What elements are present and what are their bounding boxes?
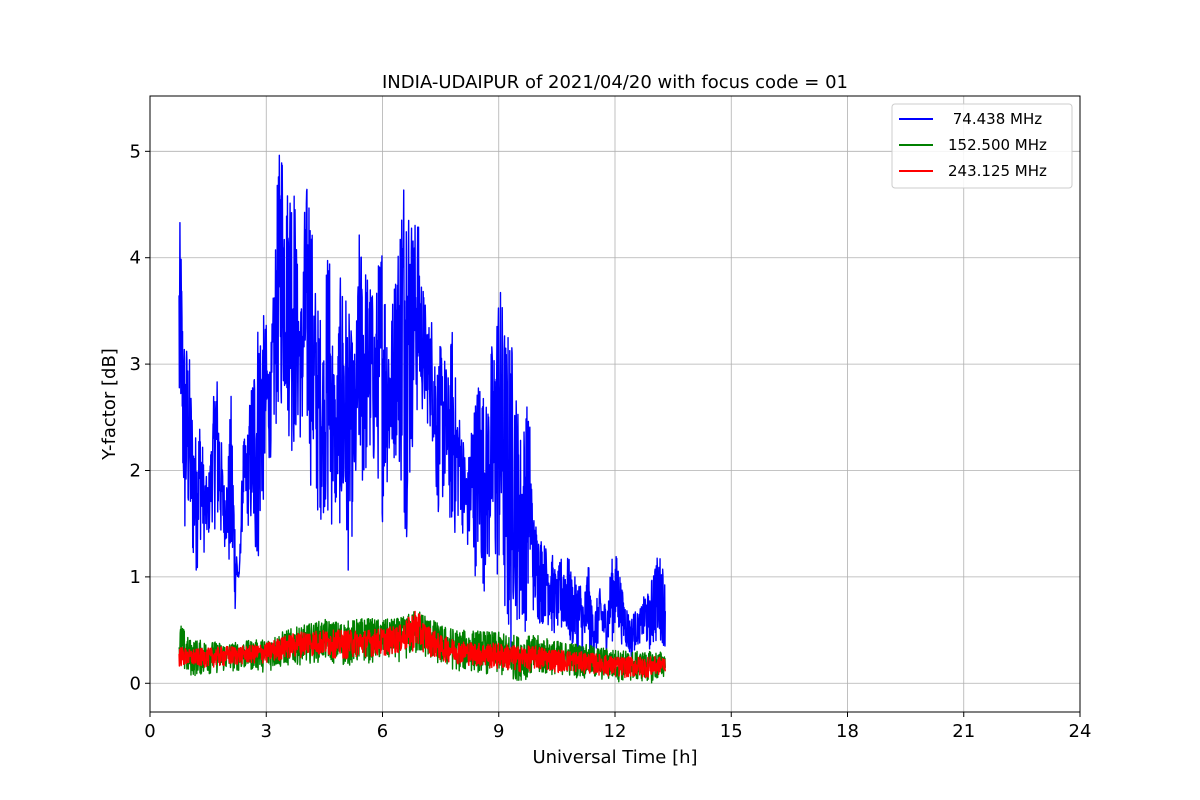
x-axis-label: Universal Time [h]: [532, 747, 697, 768]
x-tick-label: 15: [720, 721, 743, 742]
y-tick-label: 5: [130, 141, 141, 162]
y-tick-label: 3: [130, 354, 141, 375]
legend: 74.438 MHz 152.500 MHz 243.125 MHz: [891, 103, 1073, 189]
plot-area: [178, 154, 666, 684]
y-tick-label: 1: [130, 567, 141, 588]
legend-box: [891, 103, 1073, 189]
x-tick-label: 18: [836, 721, 859, 742]
legend-label: 152.500 MHz: [948, 136, 1047, 154]
chart-title: INDIA-UDAIPUR of 2021/04/20 with focus c…: [382, 72, 848, 93]
series-line-2: [178, 610, 666, 679]
x-tick-label: 0: [144, 721, 155, 742]
y-tick-label: 0: [130, 673, 141, 694]
y-tick-label: 4: [130, 248, 141, 269]
x-tick-label: 3: [261, 721, 272, 742]
x-tick-label: 9: [493, 721, 504, 742]
y-tick-label: 2: [130, 460, 141, 481]
legend-label: 74.438 MHz: [948, 110, 1042, 128]
x-tick-label: 21: [952, 721, 975, 742]
series-line-0: [178, 154, 666, 663]
y-axis-label: Y-factor [dB]: [99, 348, 120, 461]
x-tick-label: 6: [377, 721, 388, 742]
x-tick-label: 24: [1069, 721, 1092, 742]
x-tick-label: 12: [604, 721, 627, 742]
legend-label: 243.125 MHz: [948, 162, 1047, 180]
